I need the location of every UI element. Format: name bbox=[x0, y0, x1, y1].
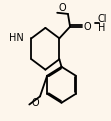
Text: Cl: Cl bbox=[98, 14, 107, 24]
Text: O: O bbox=[32, 98, 39, 108]
Text: O: O bbox=[59, 3, 66, 13]
Text: O: O bbox=[83, 22, 91, 32]
Text: HN: HN bbox=[9, 33, 24, 43]
Text: H: H bbox=[98, 23, 105, 33]
